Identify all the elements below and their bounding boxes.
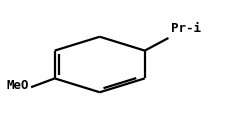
Text: MeO: MeO	[6, 79, 29, 92]
Text: Pr-i: Pr-i	[171, 22, 201, 35]
